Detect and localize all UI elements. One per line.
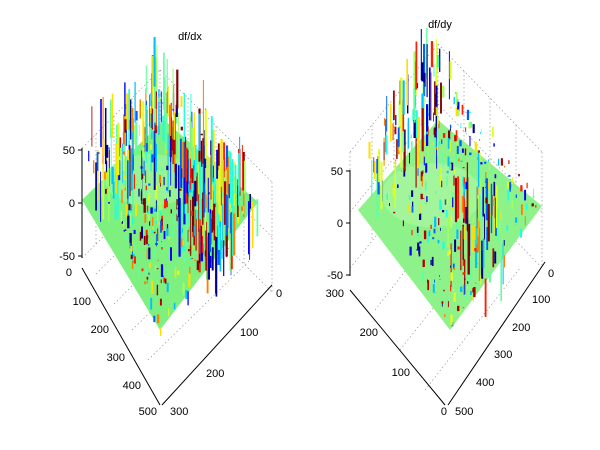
z-tick-label: 0 (337, 218, 343, 230)
title-df-dx: df/dx (178, 31, 202, 43)
y-tick-label: 100 (532, 294, 550, 306)
x-tick-label: 300 (170, 406, 188, 418)
z-tick-label: 50 (331, 166, 343, 178)
z-tick-label: 0 (69, 198, 75, 210)
y-tick-label: 400 (476, 377, 494, 389)
y-tick-label: 200 (91, 324, 109, 336)
x-tick-label: 100 (240, 327, 258, 339)
y-tick-label: 100 (73, 296, 91, 308)
y-tick-label: 0 (66, 267, 72, 279)
y-tick-label: 0 (548, 268, 554, 280)
spikes-df-dx (88, 37, 259, 337)
z-tick-label: -50 (327, 270, 343, 282)
x-tick-label: 0 (276, 288, 282, 300)
y-tick-label: 500 (455, 406, 473, 418)
spikes-df-dy (368, 27, 537, 327)
plot-df-dx: df/dx (59, 31, 282, 418)
x-axis-line (161, 284, 273, 406)
x-tick-label: 200 (360, 327, 378, 339)
y-tick-label: 500 (139, 406, 157, 418)
z-tick-label: 50 (63, 145, 75, 157)
y-axis-line (447, 261, 546, 406)
y-tick-label: 200 (512, 322, 530, 334)
y-tick-label: 400 (123, 380, 141, 392)
x-tick-label: 300 (326, 288, 344, 300)
x-tick-label: 0 (441, 406, 447, 418)
x-tick-label: 100 (392, 367, 410, 379)
y-tick-label: 300 (107, 352, 125, 364)
x-axis-line (349, 289, 446, 406)
x-tick-label: 200 (206, 368, 224, 380)
z-tick-label: -50 (59, 251, 75, 263)
y-tick-label: 300 (494, 349, 512, 361)
title-df-dy: df/dy (428, 19, 452, 31)
y-axis-line (81, 267, 161, 406)
plot-df-dy: df/dy (326, 19, 554, 418)
